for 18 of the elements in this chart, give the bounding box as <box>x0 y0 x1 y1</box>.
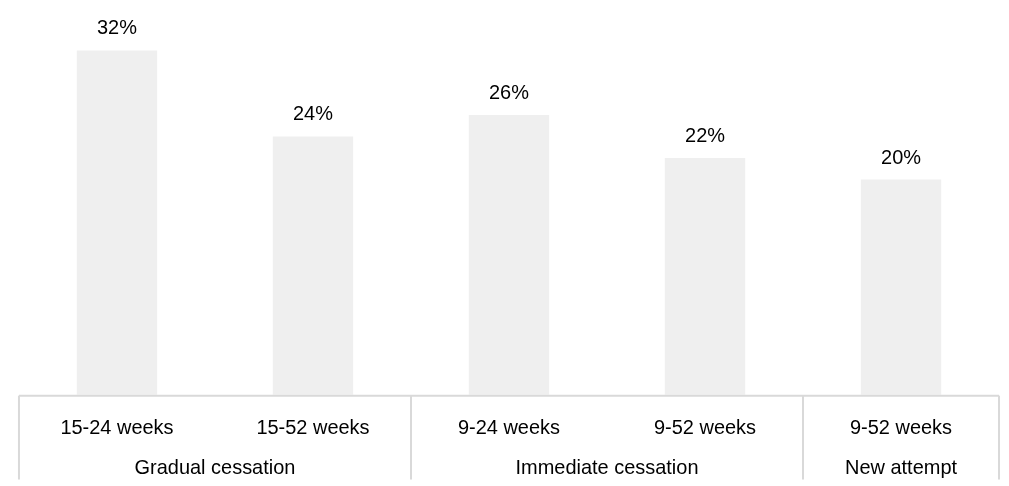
x-tick-label: 9-52 weeks <box>653 415 757 438</box>
data-label: 20% <box>881 145 922 168</box>
data-label: 22% <box>685 124 726 147</box>
x-tick-label: 15-52 weeks <box>256 415 370 438</box>
x-tick-label: 15-24 weeks <box>60 415 174 438</box>
bar <box>664 157 746 395</box>
bar <box>860 179 942 395</box>
text: New attempt <box>845 455 958 478</box>
x-tick-label: 9-52 weeks <box>849 415 953 438</box>
data-label: 26% <box>489 80 530 103</box>
data-label: 32% <box>97 16 138 39</box>
bar <box>76 50 158 395</box>
x-tick-label: 9-24 weeks <box>457 415 561 438</box>
data-label: 24% <box>293 102 334 125</box>
text: Gradual cessation <box>134 455 296 478</box>
text: Immediate cessation <box>515 455 699 478</box>
bar <box>272 136 354 395</box>
bar <box>468 114 550 395</box>
